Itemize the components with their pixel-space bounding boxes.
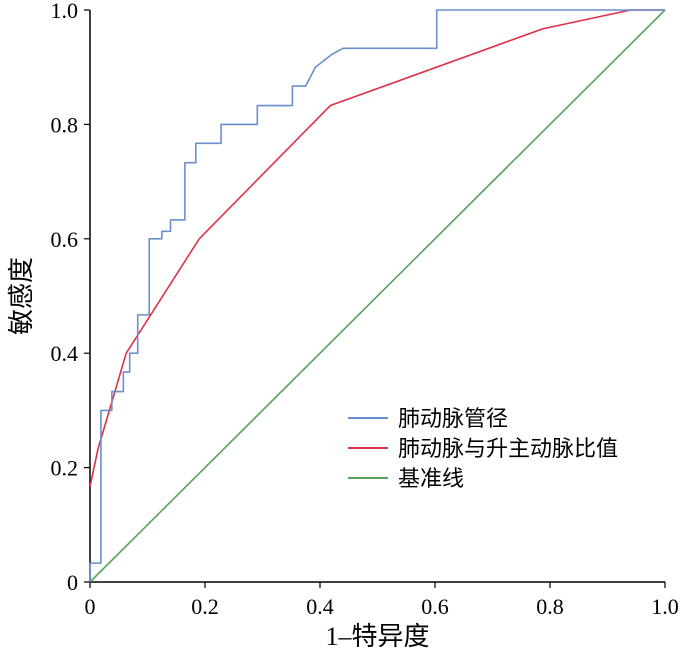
legend-label: 肺动脉管径 <box>398 406 508 431</box>
x-tick-label: 0.2 <box>191 594 219 619</box>
legend-label: 基准线 <box>398 466 464 491</box>
series-layer <box>89 9 666 583</box>
y-tick-label: 0.6 <box>51 227 79 252</box>
x-tick-label: 0.6 <box>421 594 449 619</box>
x-tick-label: 1.0 <box>651 594 679 619</box>
x-tick-label: 0 <box>85 594 96 619</box>
x-tick-label: 0.4 <box>306 594 334 619</box>
series-line-1 <box>89 9 665 582</box>
plot-area <box>89 10 665 583</box>
y-tick-label: 0.4 <box>51 341 79 366</box>
series-line-2 <box>89 9 665 487</box>
y-tick-label: 0 <box>67 570 78 595</box>
y-tick-label: 1.0 <box>51 0 79 23</box>
series-line-3 <box>89 9 666 583</box>
axis-ticks: 0 0.2 0.4 0.6 0.8 1.0 0 0.2 0.4 0.6 0.8 1.0 <box>51 0 679 619</box>
y-tick-label: 0.2 <box>51 456 79 481</box>
y-axis-label: 敏感度 <box>7 257 36 335</box>
y-tick-label: 0.8 <box>51 112 79 137</box>
legend-label: 肺动脉与升主动脉比值 <box>398 436 618 461</box>
x-axis-label: 1–特异度 <box>325 622 429 651</box>
x-tick-label: 0.8 <box>536 594 564 619</box>
